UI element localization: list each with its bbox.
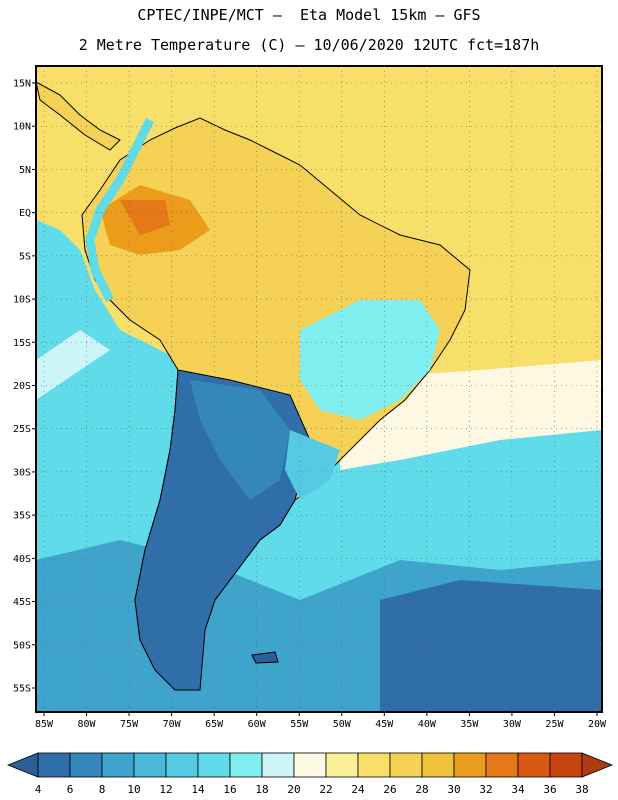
colorbar-box bbox=[165, 752, 199, 778]
lon-label: 45W bbox=[375, 719, 394, 730]
lon-label: 35W bbox=[460, 719, 479, 730]
field-andes-cold bbox=[85, 117, 155, 303]
continent-central-america bbox=[36, 81, 121, 151]
temperature-field bbox=[36, 66, 602, 712]
colorbar-label: 24 bbox=[351, 783, 365, 796]
colorbar-box bbox=[101, 752, 135, 778]
lat-label: 5N bbox=[19, 165, 31, 176]
lat-label: 40S bbox=[13, 554, 31, 565]
lon-label: 75W bbox=[120, 719, 139, 730]
colorbar-label: 6 bbox=[67, 783, 74, 796]
lon-label: 60W bbox=[248, 719, 267, 730]
chart-title-line1: CPTEC/INPE/MCT – Eta Model 15km – GFS bbox=[137, 6, 481, 24]
lat-label: 20S bbox=[13, 381, 31, 392]
colorbar-arrow-right bbox=[581, 752, 614, 778]
colorbar-label: 18 bbox=[255, 783, 268, 796]
colorbar-label: 8 bbox=[99, 783, 106, 796]
field-light-pacific bbox=[36, 330, 110, 400]
colorbar-labels: 4 6 8 10 12 14 16 18 20 22 24 26 28 30 32 34 36 38 bbox=[35, 783, 589, 796]
colorbar-label: 26 bbox=[383, 783, 396, 796]
colorbar-label: 12 bbox=[159, 783, 172, 796]
lat-label: 5S bbox=[19, 251, 31, 262]
graticule bbox=[32, 66, 602, 716]
lon-label: 70W bbox=[163, 719, 182, 730]
colorbar-label: 22 bbox=[319, 783, 332, 796]
colorbar-label: 38 bbox=[575, 783, 588, 796]
colorbar-box bbox=[133, 752, 167, 778]
lat-label: 15N bbox=[13, 79, 31, 90]
colorbar-box bbox=[325, 752, 359, 778]
colorbar-box bbox=[197, 752, 231, 778]
map-frame bbox=[35, 65, 603, 713]
lon-label: 30W bbox=[503, 719, 522, 730]
lat-label: 10N bbox=[13, 122, 31, 133]
colorbar-box bbox=[421, 752, 455, 778]
field-pampas bbox=[190, 380, 290, 500]
lon-label: 25W bbox=[545, 719, 564, 730]
lat-label: 25S bbox=[13, 424, 31, 435]
colorbar-label: 36 bbox=[543, 783, 556, 796]
colorbar-arrow-left bbox=[6, 752, 39, 778]
colorbar-box bbox=[37, 752, 71, 778]
lat-label: 10S bbox=[13, 295, 31, 306]
colorbar-label: 28 bbox=[415, 783, 428, 796]
colorbar-box bbox=[229, 752, 263, 778]
colorbar-box bbox=[485, 752, 519, 778]
colorbar-label: 20 bbox=[287, 783, 300, 796]
colorbar-label: 30 bbox=[447, 783, 460, 796]
lat-label: 15S bbox=[13, 338, 31, 349]
chart-title-line2: 2 Metre Temperature (C) – 10/06/2020 12U… bbox=[78, 36, 540, 54]
lon-label: 80W bbox=[78, 719, 97, 730]
colorbar-label: 14 bbox=[191, 783, 205, 796]
lat-label: 35S bbox=[13, 511, 31, 522]
longitude-labels: 85W 80W 75W 70W 65W 60W 55W 50W 45W 40W 35W 30W 25W 2… bbox=[35, 719, 607, 730]
lon-label: 55W bbox=[290, 719, 309, 730]
lon-label: 40W bbox=[418, 719, 437, 730]
colorbar-box bbox=[549, 752, 583, 778]
colorbar-label: 34 bbox=[511, 783, 525, 796]
colorbar-label: 16 bbox=[223, 783, 236, 796]
lon-label: 50W bbox=[333, 719, 352, 730]
colorbar-label: 4 bbox=[35, 783, 42, 796]
colorbar-box bbox=[261, 752, 295, 778]
colorbar-box bbox=[453, 752, 487, 778]
lat-label: 55S bbox=[13, 684, 31, 695]
colorbar bbox=[6, 752, 614, 778]
colorbar-label: 10 bbox=[127, 783, 140, 796]
lat-label: 30S bbox=[13, 467, 31, 478]
lon-label: 85W bbox=[35, 719, 54, 730]
colorbar-box bbox=[357, 752, 391, 778]
colorbar-label: 32 bbox=[479, 783, 492, 796]
field-coldest-south bbox=[380, 580, 602, 712]
colorbar-box bbox=[389, 752, 423, 778]
lat-label: 50S bbox=[13, 640, 31, 651]
colorbar-box bbox=[293, 752, 327, 778]
lat-label: 45S bbox=[13, 597, 31, 608]
field-highlands bbox=[300, 300, 440, 420]
lat-label: EQ bbox=[19, 208, 31, 219]
colorbar-box bbox=[517, 752, 551, 778]
lon-label: 20W bbox=[588, 719, 607, 730]
colorbar-box bbox=[69, 752, 103, 778]
field-uruguay bbox=[285, 430, 340, 500]
latitude-labels: 15N 10N 5N EQ 5S 10S 15S 20S 25S 30S 35S 40S 45S 50S 5… bbox=[13, 79, 31, 695]
island-falklands bbox=[251, 651, 279, 664]
lon-label: 65W bbox=[205, 719, 224, 730]
field-hottest bbox=[120, 200, 170, 235]
